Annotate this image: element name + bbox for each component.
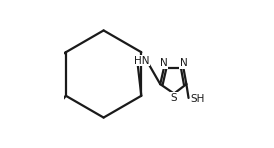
Text: SH: SH <box>191 94 205 104</box>
Text: S: S <box>171 93 177 103</box>
Text: HN: HN <box>134 56 149 66</box>
Text: N: N <box>160 58 168 68</box>
Text: N: N <box>179 58 187 68</box>
